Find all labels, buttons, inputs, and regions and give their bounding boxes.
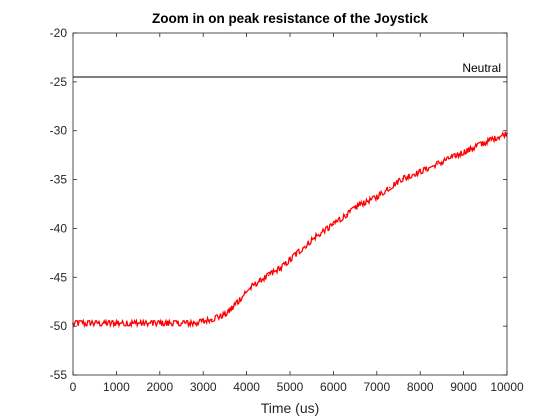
x-axis-label: Time (us) xyxy=(261,400,320,416)
x-tick-label: 7000 xyxy=(363,380,390,394)
data-point xyxy=(267,274,270,277)
x-tick-label: 4000 xyxy=(233,380,260,394)
data-point xyxy=(436,163,439,165)
x-tick-label: 3000 xyxy=(190,380,217,394)
data-point xyxy=(289,258,291,261)
chart-title: Zoom in on peak resistance of the Joysti… xyxy=(152,11,429,26)
y-tick-label: -20 xyxy=(50,26,68,40)
data-point xyxy=(224,313,226,316)
data-point xyxy=(202,320,204,323)
x-tick-label: 0 xyxy=(70,380,77,394)
data-point xyxy=(250,286,252,288)
x-tick-label: 8000 xyxy=(407,380,434,394)
data-point xyxy=(402,177,404,180)
data-point xyxy=(137,322,139,325)
data-point xyxy=(159,322,161,325)
data-point xyxy=(258,280,261,283)
data-point xyxy=(389,186,391,189)
y-tick-label: -35 xyxy=(50,173,68,187)
x-tick-label: 9000 xyxy=(450,380,477,394)
x-tick-label: 10000 xyxy=(490,380,524,394)
y-tick-label: -55 xyxy=(50,368,68,382)
y-tick-label: -45 xyxy=(50,270,68,284)
data-point xyxy=(345,213,348,216)
data-point xyxy=(332,223,335,226)
y-tick-label: -50 xyxy=(50,319,68,333)
data-point xyxy=(471,147,474,150)
data-point xyxy=(115,322,118,325)
data-point xyxy=(488,139,491,142)
data-point xyxy=(315,235,317,237)
y-tick-label: -30 xyxy=(50,124,68,138)
data-point xyxy=(193,322,196,325)
y-tick-label: -40 xyxy=(50,221,68,235)
x-tick-label: 2000 xyxy=(146,380,173,394)
series-line-0 xyxy=(72,130,508,329)
data-point xyxy=(358,204,361,206)
data-point xyxy=(232,305,235,308)
data-point xyxy=(241,296,244,298)
x-tick-label: 5000 xyxy=(277,380,304,394)
axes-layer: 0 1000 2000 3000 4000 5000 6000 7000 8000 9000 100… xyxy=(50,26,524,394)
y-tick-label: -25 xyxy=(50,75,68,89)
x-tick-label: 6000 xyxy=(320,380,347,394)
data-point xyxy=(419,171,422,173)
annotation-label: Neutral xyxy=(462,61,501,75)
data-point xyxy=(211,318,213,321)
series-layer: Neutral xyxy=(72,61,508,329)
x-tick-label: 1000 xyxy=(103,380,130,394)
data-point xyxy=(93,322,96,325)
data-point xyxy=(280,266,283,269)
data-point xyxy=(454,155,456,157)
data-point xyxy=(302,247,304,249)
data-point xyxy=(376,196,378,198)
data-point xyxy=(180,322,183,325)
